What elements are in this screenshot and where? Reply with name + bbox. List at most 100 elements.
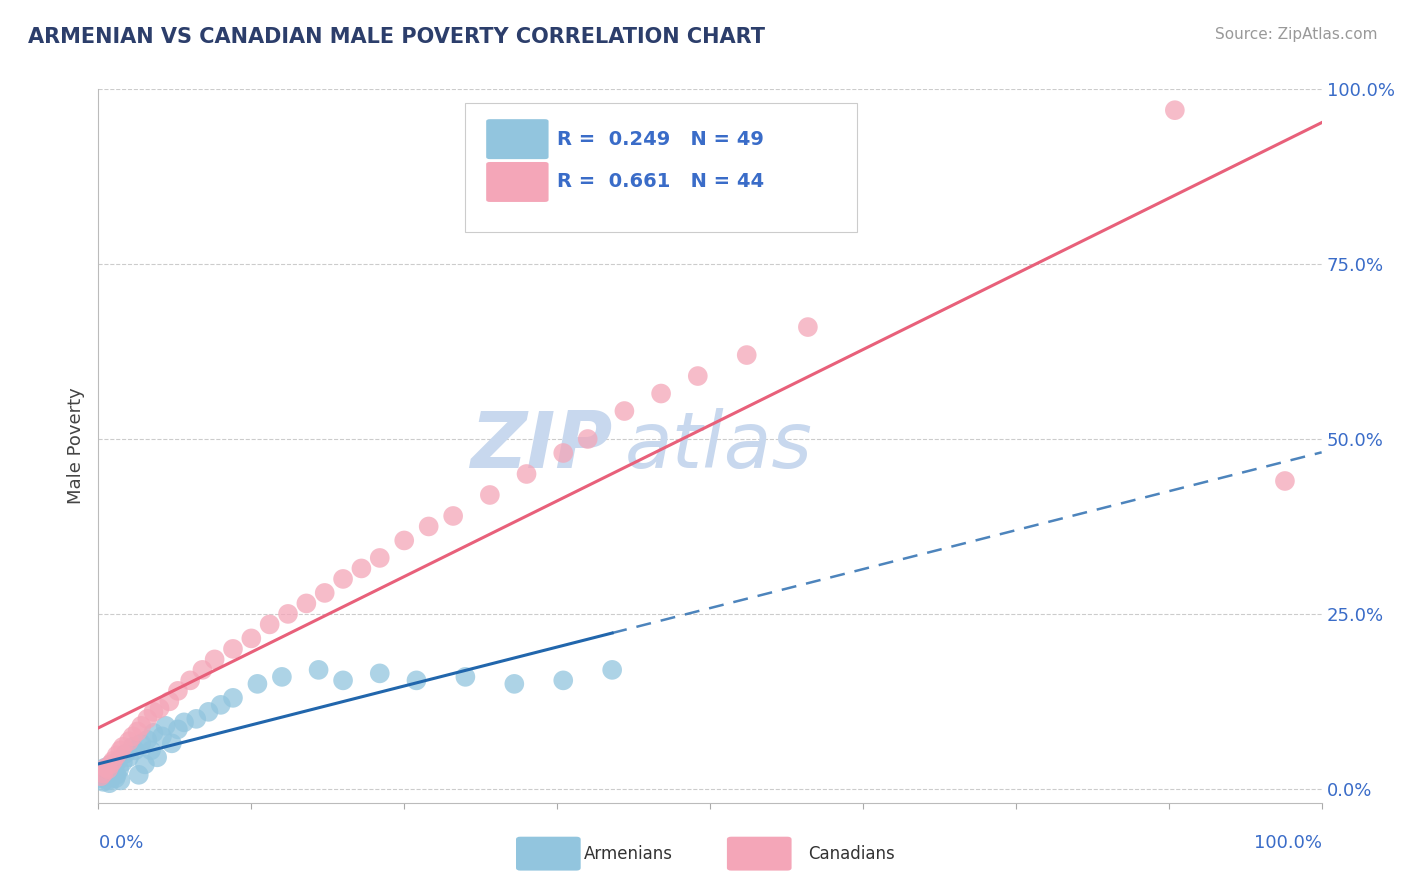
- Point: [167, 723, 190, 737]
- Point: [111, 739, 134, 754]
- Point: [136, 712, 159, 726]
- Point: [121, 729, 143, 743]
- Point: [167, 684, 190, 698]
- Point: [118, 734, 141, 748]
- Point: [259, 617, 281, 632]
- Point: [204, 652, 226, 666]
- Point: [368, 666, 391, 681]
- Point: [270, 670, 294, 684]
- Point: [105, 768, 128, 782]
- Point: [103, 761, 125, 775]
- Text: Armenians: Armenians: [583, 845, 672, 863]
- Point: [97, 773, 120, 788]
- Text: ZIP: ZIP: [470, 408, 612, 484]
- Point: [240, 632, 263, 646]
- Point: [136, 732, 159, 747]
- Point: [127, 724, 149, 739]
- Point: [332, 572, 354, 586]
- Point: [110, 773, 132, 788]
- Point: [155, 719, 177, 733]
- Point: [197, 705, 219, 719]
- Text: R =  0.249   N = 49: R = 0.249 N = 49: [557, 129, 763, 149]
- Point: [797, 320, 820, 334]
- Point: [308, 663, 330, 677]
- Point: [101, 769, 124, 783]
- Point: [97, 762, 120, 776]
- Point: [114, 747, 136, 761]
- Point: [553, 446, 575, 460]
- Point: [368, 550, 391, 565]
- Point: [160, 736, 183, 750]
- FancyBboxPatch shape: [486, 162, 548, 202]
- Point: [441, 508, 464, 523]
- Point: [173, 715, 195, 730]
- Point: [735, 348, 758, 362]
- Point: [129, 719, 152, 733]
- FancyBboxPatch shape: [465, 103, 856, 232]
- Y-axis label: Male Poverty: Male Poverty: [67, 388, 86, 504]
- Point: [96, 766, 118, 780]
- Point: [91, 766, 114, 780]
- Point: [101, 754, 124, 768]
- Point: [94, 769, 117, 783]
- Text: ARMENIAN VS CANADIAN MALE POVERTY CORRELATION CHART: ARMENIAN VS CANADIAN MALE POVERTY CORREL…: [28, 27, 765, 46]
- Point: [246, 677, 269, 691]
- Text: 0.0%: 0.0%: [98, 834, 143, 852]
- Point: [332, 673, 354, 688]
- Point: [100, 757, 122, 772]
- Point: [392, 533, 416, 548]
- Point: [209, 698, 232, 712]
- Point: [94, 761, 117, 775]
- Point: [98, 776, 121, 790]
- Point: [110, 743, 132, 757]
- Point: [121, 739, 143, 754]
- Point: [134, 757, 156, 772]
- Point: [93, 761, 115, 775]
- Text: atlas: atlas: [624, 408, 813, 484]
- Point: [108, 762, 131, 776]
- Point: [111, 756, 134, 770]
- Point: [128, 768, 150, 782]
- Point: [91, 774, 114, 789]
- Point: [179, 673, 201, 688]
- Point: [149, 701, 172, 715]
- Text: R =  0.661   N = 44: R = 0.661 N = 44: [557, 172, 765, 192]
- Point: [503, 677, 526, 691]
- Point: [89, 768, 111, 782]
- Point: [222, 641, 245, 656]
- Point: [142, 726, 165, 740]
- Point: [1164, 103, 1187, 118]
- Point: [454, 670, 477, 684]
- Text: Source: ZipAtlas.com: Source: ZipAtlas.com: [1215, 27, 1378, 42]
- FancyBboxPatch shape: [486, 120, 548, 159]
- Point: [157, 694, 180, 708]
- Point: [314, 586, 336, 600]
- Text: 100.0%: 100.0%: [1254, 834, 1322, 852]
- Point: [686, 369, 709, 384]
- Point: [90, 772, 112, 786]
- Point: [600, 663, 623, 677]
- Point: [124, 743, 146, 757]
- Point: [191, 663, 214, 677]
- Point: [146, 750, 169, 764]
- Point: [478, 488, 501, 502]
- Point: [150, 729, 173, 743]
- Point: [576, 432, 599, 446]
- Point: [105, 748, 128, 763]
- Point: [277, 607, 299, 621]
- Point: [405, 673, 427, 688]
- Point: [118, 750, 141, 764]
- Point: [515, 467, 537, 481]
- Point: [186, 712, 208, 726]
- Point: [350, 561, 373, 575]
- Text: Canadians: Canadians: [808, 845, 896, 863]
- Point: [129, 736, 152, 750]
- Point: [553, 673, 575, 688]
- Point: [222, 690, 245, 705]
- Point: [139, 743, 162, 757]
- Point: [613, 404, 636, 418]
- Point: [101, 764, 124, 779]
- Point: [90, 769, 112, 783]
- Point: [1274, 474, 1296, 488]
- Point: [107, 754, 129, 768]
